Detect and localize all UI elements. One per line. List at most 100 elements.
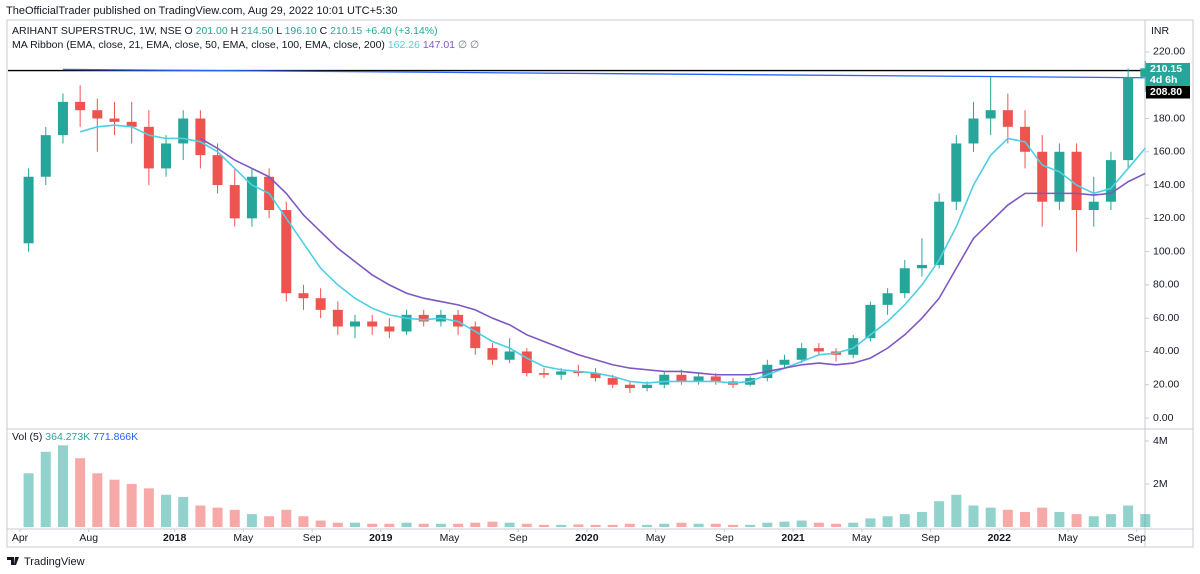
candle-body [109, 118, 120, 122]
candle-body [57, 101, 68, 136]
ma-value: 162.26 [388, 39, 420, 51]
volume-bar [1088, 516, 1099, 527]
volume-bar [951, 494, 962, 527]
candle-body [848, 338, 859, 355]
candle-body [813, 348, 824, 352]
candle-body [676, 374, 687, 382]
volume-bar [831, 523, 842, 527]
candle-body [332, 309, 343, 327]
volume-bar [350, 522, 361, 527]
publisher-line: TheOfficialTrader published on TradingVi… [6, 5, 397, 17]
candle-body [590, 373, 601, 379]
x-tick-label: Sep [1127, 532, 1146, 544]
volume-bar [934, 501, 945, 527]
volume-bar [796, 520, 807, 527]
volume-bar [659, 523, 670, 527]
candle-body [126, 121, 137, 127]
volume-bar [1105, 514, 1116, 527]
ma-title: MA Ribbon (EMA, close, 21, EMA, close, 5… [12, 39, 385, 51]
volume-bar [143, 488, 154, 527]
volume-bar [1002, 509, 1013, 527]
candle-body [642, 384, 653, 389]
candle-body [1020, 126, 1031, 152]
volume-bar [418, 523, 429, 527]
volume-bar [367, 523, 378, 527]
line-price: 208.80 [1150, 86, 1182, 98]
volume-bar [642, 524, 653, 527]
volume-bar [126, 484, 137, 527]
volume-bar [762, 522, 773, 527]
candle-body [865, 304, 876, 339]
ohlc-label: L [276, 25, 282, 37]
candle-body [246, 176, 257, 219]
last-price: 210.15 [1150, 63, 1182, 75]
x-tick-label: 2018 [163, 532, 187, 544]
x-tick-label: Apr [12, 532, 29, 544]
volume-bar [1123, 505, 1134, 527]
volume-bar [1054, 511, 1065, 527]
volume-bar [624, 523, 635, 527]
volume-bar [848, 522, 859, 527]
x-tick-label: May [646, 532, 667, 544]
candle-body [693, 376, 704, 382]
candle-body [315, 298, 326, 310]
volume-bar [590, 524, 601, 527]
volume-bar [882, 516, 893, 527]
ma-value: ∅ [470, 39, 479, 51]
candle-body [143, 126, 154, 169]
volume-bar [109, 479, 120, 527]
candle-body [916, 264, 927, 269]
candle-body [161, 143, 172, 169]
x-tick-label: May [852, 532, 873, 544]
ema-line [79, 124, 1146, 384]
candle-body [40, 135, 51, 177]
candle-body [453, 314, 464, 327]
y-tick-label: 40.00 [1153, 345, 1179, 357]
candle-body [521, 351, 532, 374]
candle-body [710, 376, 721, 382]
volume-bar [693, 523, 704, 527]
candle-body [624, 384, 635, 389]
change: +6.40 (+3.14%) [365, 25, 437, 37]
y-tick-label: 140.00 [1153, 179, 1185, 191]
x-tick-label: 2022 [988, 532, 1012, 544]
y-tick-label: 0.00 [1153, 412, 1174, 424]
x-tick-label: 2021 [781, 532, 805, 544]
candle-body [350, 321, 361, 327]
candle-body [23, 176, 34, 244]
x-tick-label: May [1058, 532, 1079, 544]
ohlc-value: 196.10 [285, 25, 317, 37]
volume-bar [281, 509, 292, 527]
x-tick-label: Sep [303, 532, 322, 544]
volume-bar [487, 521, 498, 527]
volume-bar [75, 458, 86, 527]
volume-bar [607, 524, 618, 527]
volume-bar [813, 522, 824, 527]
trend-line [62, 68, 1146, 79]
x-tick-label: May [233, 532, 254, 544]
volume-bar [985, 507, 996, 527]
volume-bar [229, 509, 240, 527]
vol-ma-value: 771.866K [93, 431, 138, 443]
ma-value: ∅ [458, 39, 467, 51]
x-tick-label: Sep [509, 532, 528, 544]
candle-body [401, 314, 412, 332]
ema-line [199, 137, 1146, 376]
volume-bar [1037, 507, 1048, 527]
volume-bar [23, 473, 34, 527]
logo [7, 557, 19, 565]
candle-body [367, 321, 378, 327]
ohlc-value: 210.15 [330, 25, 362, 37]
volume-bar [435, 523, 446, 527]
vol-title: Vol (5) [12, 431, 42, 443]
y-tick-label: 220.00 [1153, 46, 1185, 58]
ma-value: 147.01 [423, 39, 455, 51]
legend-line: MA Ribbon (EMA, close, 21, EMA, close, 5… [12, 39, 479, 51]
candle-body [573, 371, 584, 374]
candle-body [1123, 76, 1134, 161]
y-tick-label: 20.00 [1153, 379, 1179, 391]
volume-bar [573, 524, 584, 527]
candle-body [195, 118, 206, 156]
